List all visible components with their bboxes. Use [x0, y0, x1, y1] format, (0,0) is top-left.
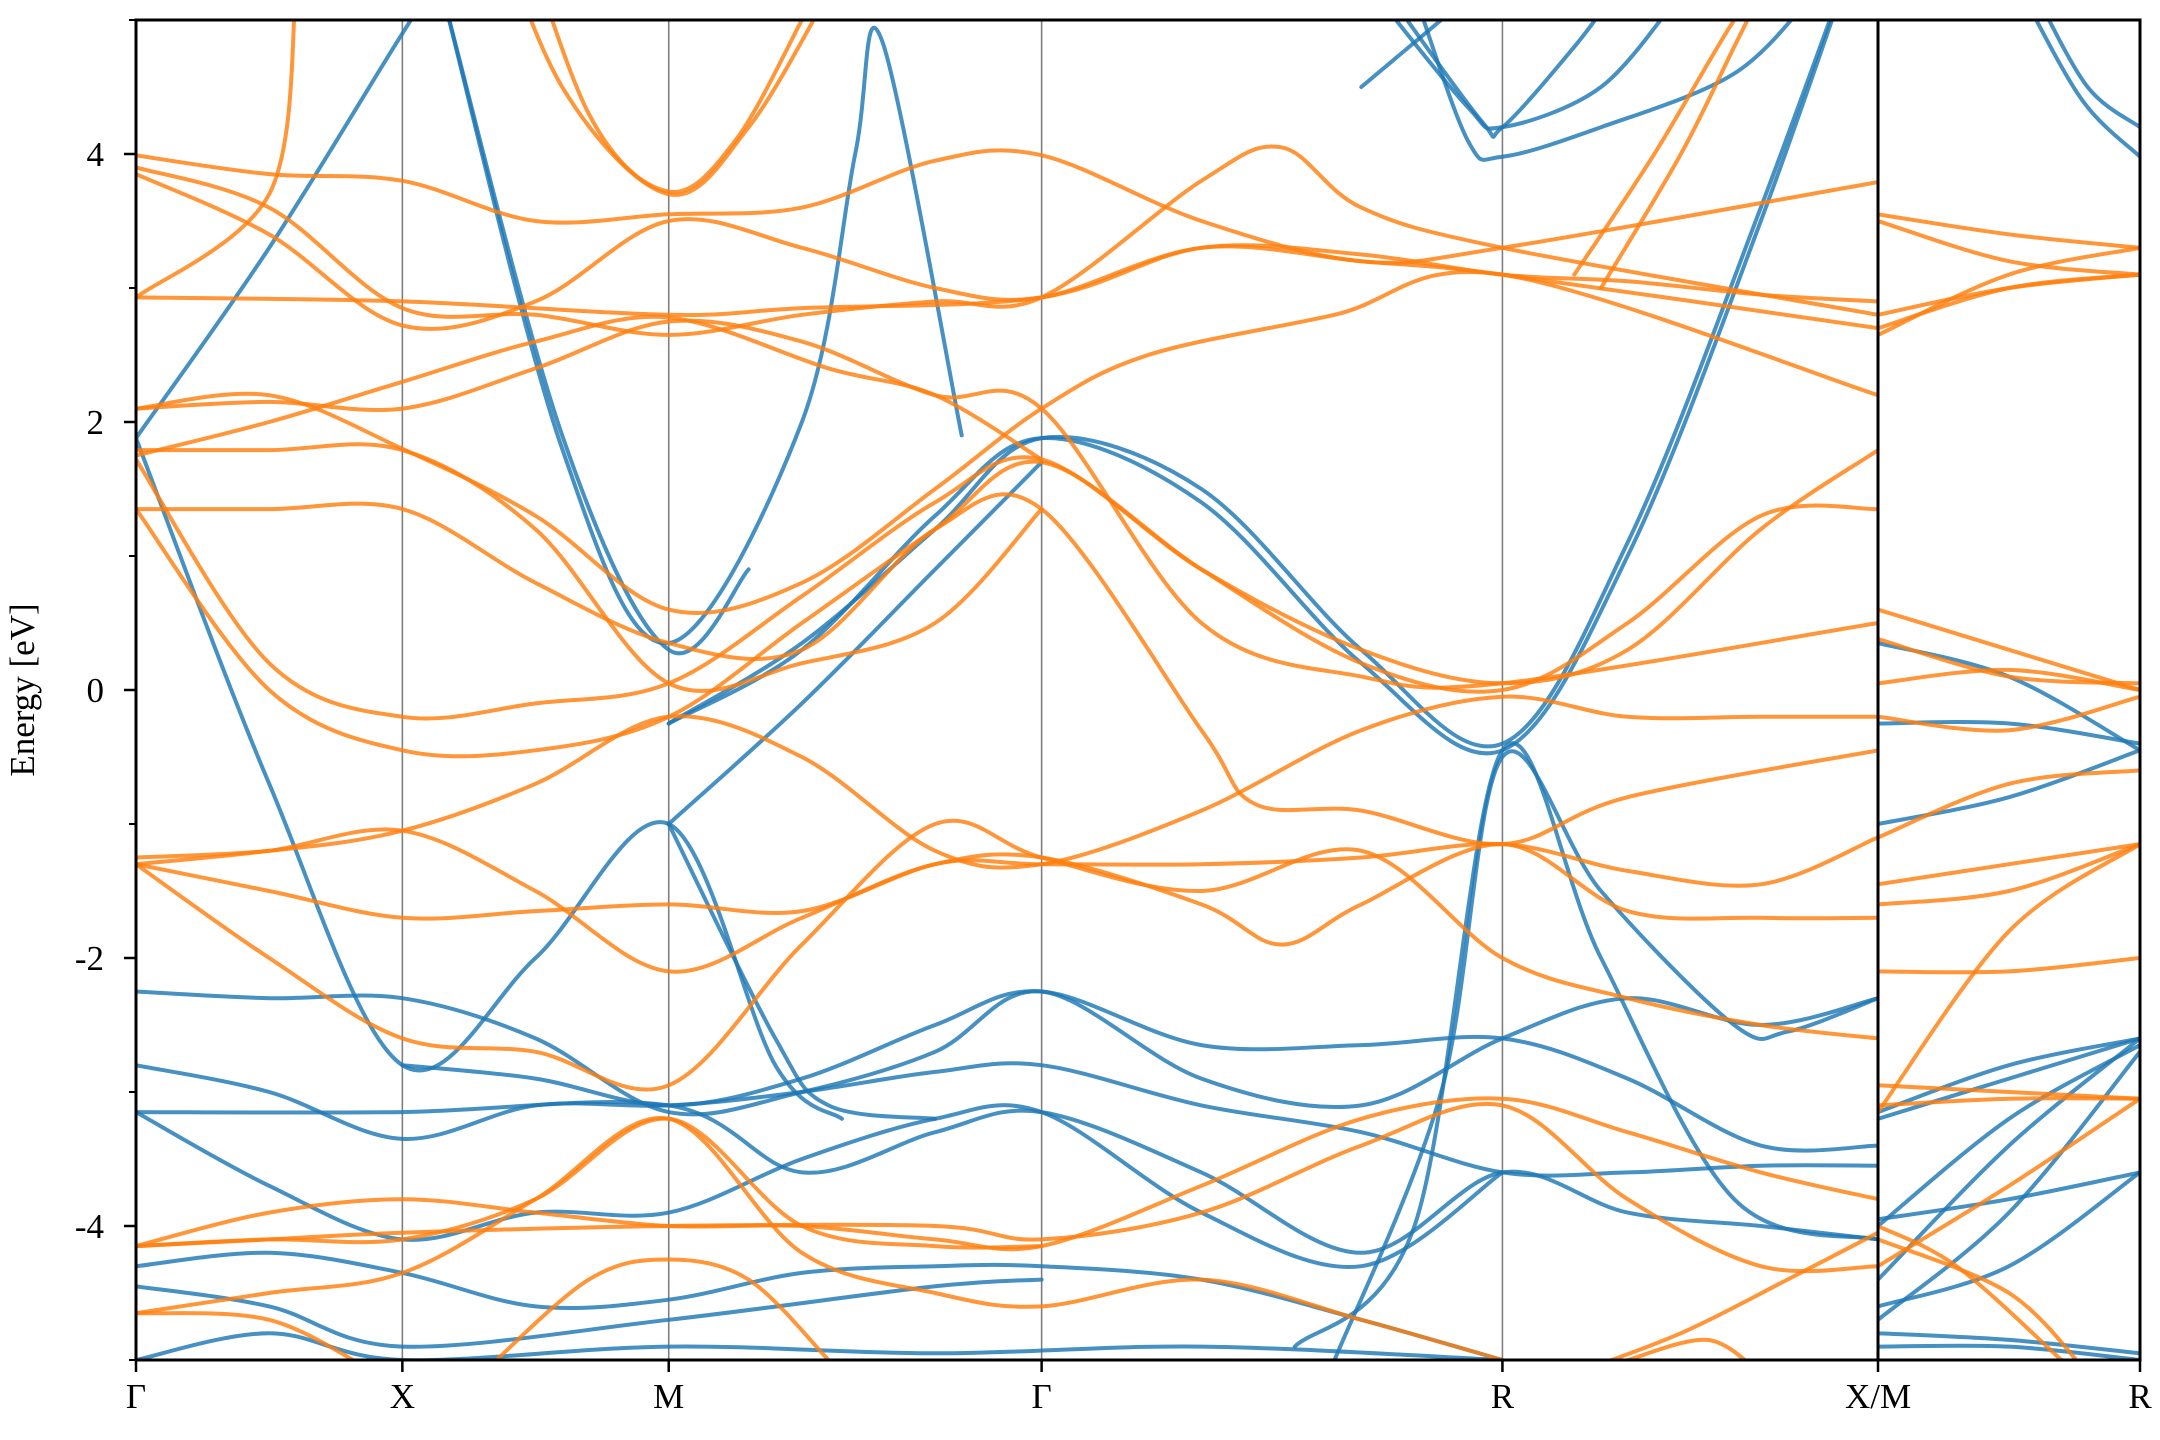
- y-axis-label: Energy [eV]: [3, 603, 42, 776]
- x-tick-label: Γ: [126, 1377, 146, 1416]
- band-line: [1878, 212, 2140, 250]
- band-line: [493, 1257, 831, 1360]
- y-tick-label: 4: [87, 135, 105, 174]
- x-tick-label: M: [653, 1377, 684, 1416]
- x-tick-label: R: [2128, 1377, 2152, 1416]
- band-line: [136, 243, 1878, 317]
- band-line: [136, 442, 1044, 693]
- band-line: [1878, 1170, 2140, 1222]
- band-line: [136, 20, 296, 300]
- x-tick-label: R: [1491, 1377, 1515, 1416]
- bands-main-panel: [136, 20, 1878, 1360]
- band-line: [528, 20, 816, 197]
- band-line: [136, 436, 844, 1121]
- band-line: [447, 20, 964, 646]
- band-line: [550, 20, 804, 194]
- band-line: [1605, 1230, 1878, 1360]
- band-line: [1878, 842, 2140, 1115]
- band-line: [136, 1116, 1044, 1250]
- band-line: [1878, 219, 2140, 277]
- y-tick-label: 2: [87, 403, 105, 442]
- band-line: [1878, 1343, 2140, 1360]
- band-line: [1359, 20, 1444, 89]
- band-line: [1878, 1237, 2079, 1360]
- band-line: [666, 822, 938, 1121]
- band-line: [136, 818, 1878, 1092]
- band-line: [1878, 1170, 2140, 1309]
- band-line: [1878, 1036, 2140, 1121]
- band-line: [136, 1115, 1505, 1360]
- band-line: [1878, 1096, 2140, 1108]
- band-line: [666, 460, 1044, 826]
- band-line: [1878, 842, 2140, 887]
- x-tick-label: X: [390, 1377, 415, 1416]
- x-tick-label: X/M: [1845, 1377, 1911, 1416]
- y-tick-label: -2: [75, 939, 104, 978]
- band-line: [136, 827, 1878, 974]
- y-tick-label: -4: [75, 1207, 104, 1246]
- band-line: [2046, 20, 2140, 130]
- band-line: [1878, 1331, 2140, 1356]
- band-line: [1878, 956, 2140, 975]
- band-line: [1878, 667, 2140, 692]
- band-line: [1878, 748, 2140, 826]
- band-line: [1625, 1337, 1748, 1360]
- band-line: [1292, 741, 1878, 1349]
- band-line: [136, 448, 1878, 721]
- band-line: [1878, 245, 2140, 337]
- band-line: [1599, 20, 1750, 290]
- x-tick-label: Γ: [1032, 1377, 1052, 1416]
- band-line: [136, 459, 1878, 759]
- band-line: [136, 144, 1878, 337]
- band-line: [136, 314, 1044, 462]
- band-line: [1572, 20, 1737, 277]
- axes-frame: [1876, 18, 2142, 1362]
- band-line: [1878, 768, 2140, 840]
- band-line: [136, 148, 1878, 265]
- band-line: [136, 694, 1878, 870]
- band-line: [136, 1100, 1878, 1255]
- band-line: [1878, 1036, 2140, 1115]
- band-line: [1332, 749, 1878, 1360]
- band-line: [2034, 20, 2140, 159]
- band-line: [1878, 842, 2140, 907]
- band-line: [136, 1101, 1878, 1274]
- band-line: [1878, 694, 2140, 733]
- band-line: [136, 1331, 1505, 1360]
- band-line: [136, 20, 414, 441]
- band-line: [136, 1250, 1505, 1360]
- band-line: [1878, 1049, 2140, 1322]
- bands-branch-panel: [1878, 20, 2140, 1360]
- band-line: [136, 1061, 1878, 1178]
- band-line: [136, 172, 1878, 331]
- band-line: [136, 1277, 1044, 1349]
- y-tick-label: 0: [87, 671, 105, 710]
- band-line: [136, 1103, 1505, 1270]
- axis-ticks: -4 -2 0 2 4 Γ X M Γ R X/M R: [75, 19, 2152, 1416]
- band-line: [447, 20, 751, 656]
- band-line: [1878, 607, 2140, 692]
- band-line: [1878, 1096, 2140, 1269]
- band-line: [1421, 20, 1794, 162]
- band-line: [136, 989, 1878, 1117]
